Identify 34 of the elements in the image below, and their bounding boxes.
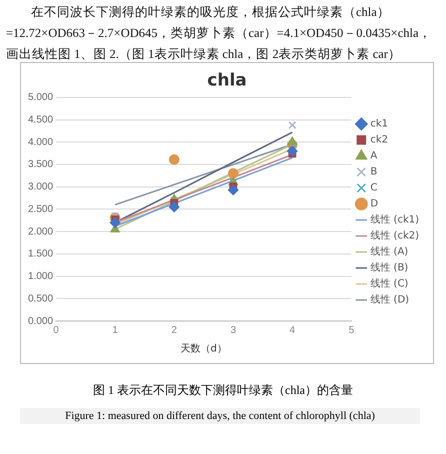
x-tick-label: 4 (290, 324, 296, 336)
x-tick-label: 0 (53, 324, 60, 336)
legend-label: B (370, 166, 378, 178)
y-tick-label: 2.000 (28, 226, 54, 238)
legend-label: 线性 (C) (370, 278, 408, 290)
x-tick-label: 2 (171, 324, 178, 336)
legend-label: 线性 (B) (370, 262, 408, 274)
legend-label: C (370, 182, 378, 194)
y-tick-label: 3.500 (28, 159, 54, 170)
y-tick-label: 1.000 (28, 271, 54, 282)
y-tick-label: 4.000 (28, 136, 54, 148)
legend-label: 线性 (A) (370, 246, 408, 258)
x-tick-label: 5 (348, 324, 355, 336)
y-tick-label: 4.500 (28, 114, 54, 126)
y-tick-label: 1.500 (28, 248, 54, 260)
x-tick-label: 3 (230, 324, 236, 336)
caption: Figure 1: measured on different days, the content of chlorophyll (chla) (20, 408, 420, 424)
x-axis-title: 天数（d） (180, 344, 227, 355)
caption: 图 1 表示在不同天数下测得叶绿素（chla）的含量 (92, 382, 354, 399)
chart-title: chla (207, 70, 247, 91)
legend-label: ck2 (370, 134, 388, 146)
y-tick-label: 0.500 (28, 293, 54, 304)
text: 在不同波长下测得的叶绿素的吸光度，根据公式叶绿素（chla）=12.72×OD663－2.7×OD645，类胡萝卜素（car）=4.1×OD450－0.0435×chla，画出线性图 1、图 2.（图 1表示叶绿素 chla，图 2表示类胡萝卜素 car） (6, 4, 433, 63)
legend-label: 线性 (D) (370, 294, 410, 306)
y-tick-label: 5.000 (28, 92, 54, 104)
legend-label: ck1 (370, 118, 388, 130)
legend-label: 线性 (ck1) (370, 214, 420, 226)
legend-label: D (370, 198, 378, 210)
legend-label: A (370, 150, 378, 162)
x-tick-label: 1 (112, 324, 118, 336)
y-tick-label: 3.000 (28, 182, 54, 193)
legend-label: 线性 (ck2) (370, 230, 420, 242)
y-tick-label: 0.000 (28, 316, 54, 327)
y-tick-label: 2.500 (28, 204, 54, 215)
